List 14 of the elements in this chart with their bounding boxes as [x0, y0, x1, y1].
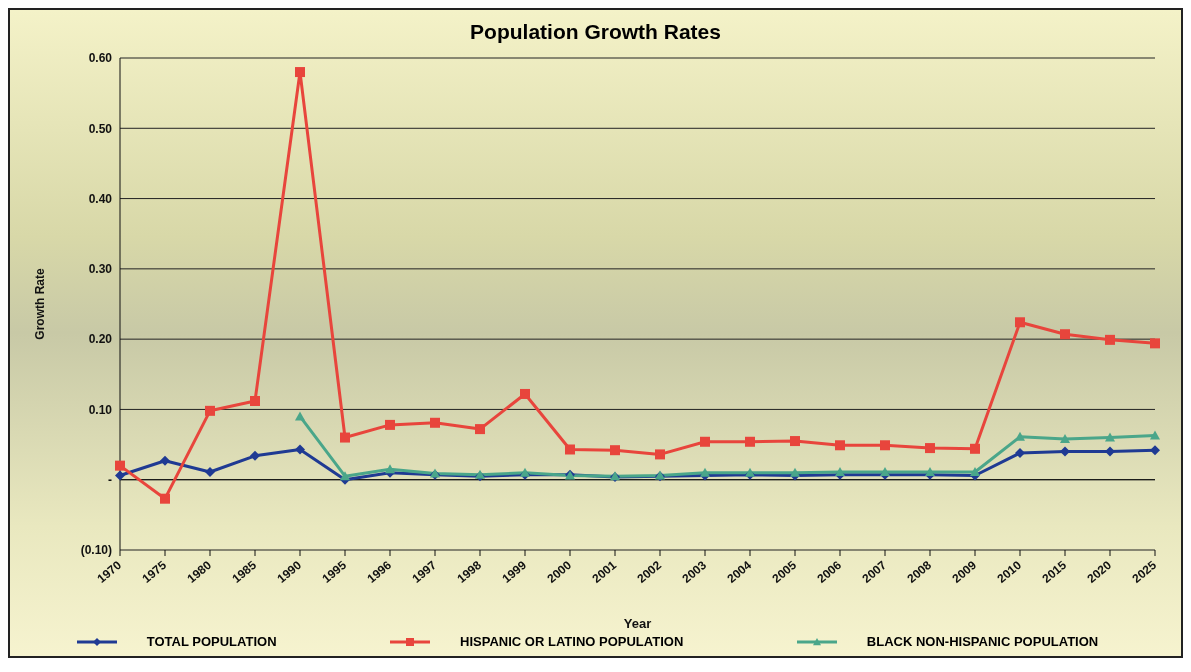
legend-label: BLACK NON-HISPANIC POPULATION [866, 634, 1099, 649]
chart-title: Population Growth Rates [469, 19, 722, 44]
legend-label: TOTAL POPULATION [146, 634, 277, 649]
y-tick-label: 0.20 [88, 332, 113, 347]
y-tick-label: - [108, 472, 112, 487]
y-tick-label: 0.50 [88, 121, 113, 136]
y-tick-label: 0.60 [88, 51, 113, 66]
y-tick-label: 0.40 [88, 191, 113, 206]
y-tick-label: 0.10 [88, 402, 113, 417]
y-tick-label: 0.30 [88, 262, 113, 277]
legend-label: HISPANIC OR LATINO POPULATION [460, 634, 684, 649]
y-axis-title: Growth Rate [33, 268, 48, 340]
y-tick-label: (0.10) [80, 543, 112, 558]
x-axis-title: Year [623, 616, 652, 631]
